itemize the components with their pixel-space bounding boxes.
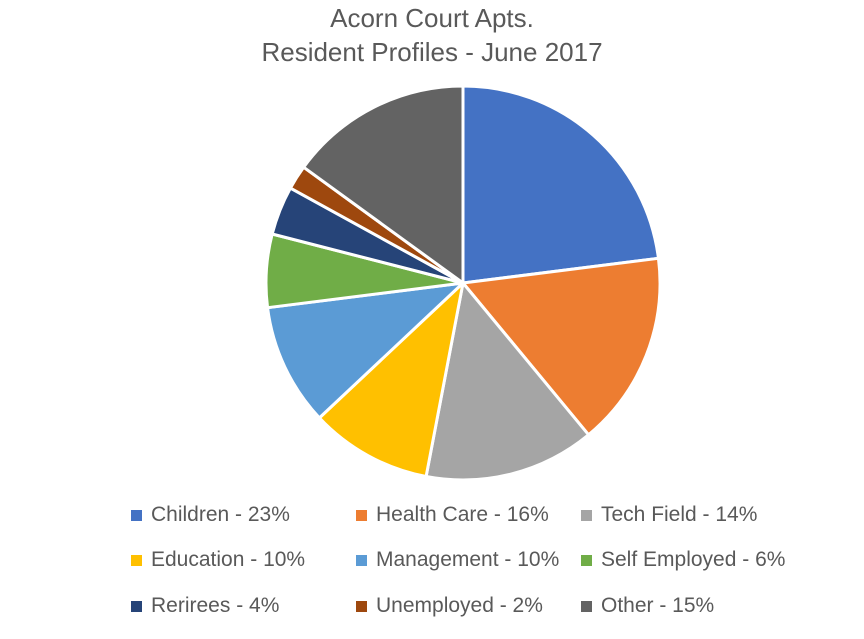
pie-slice — [461, 84, 660, 285]
pie-slice — [266, 281, 465, 420]
pie-slice — [302, 84, 465, 285]
pie-slice — [461, 256, 662, 437]
chart-subtitle: Resident Profiles - June 2017 — [261, 37, 603, 67]
pie-slice — [317, 281, 465, 479]
chart-title: Acorn Court Apts. — [330, 3, 534, 33]
pie-slice — [424, 281, 591, 482]
